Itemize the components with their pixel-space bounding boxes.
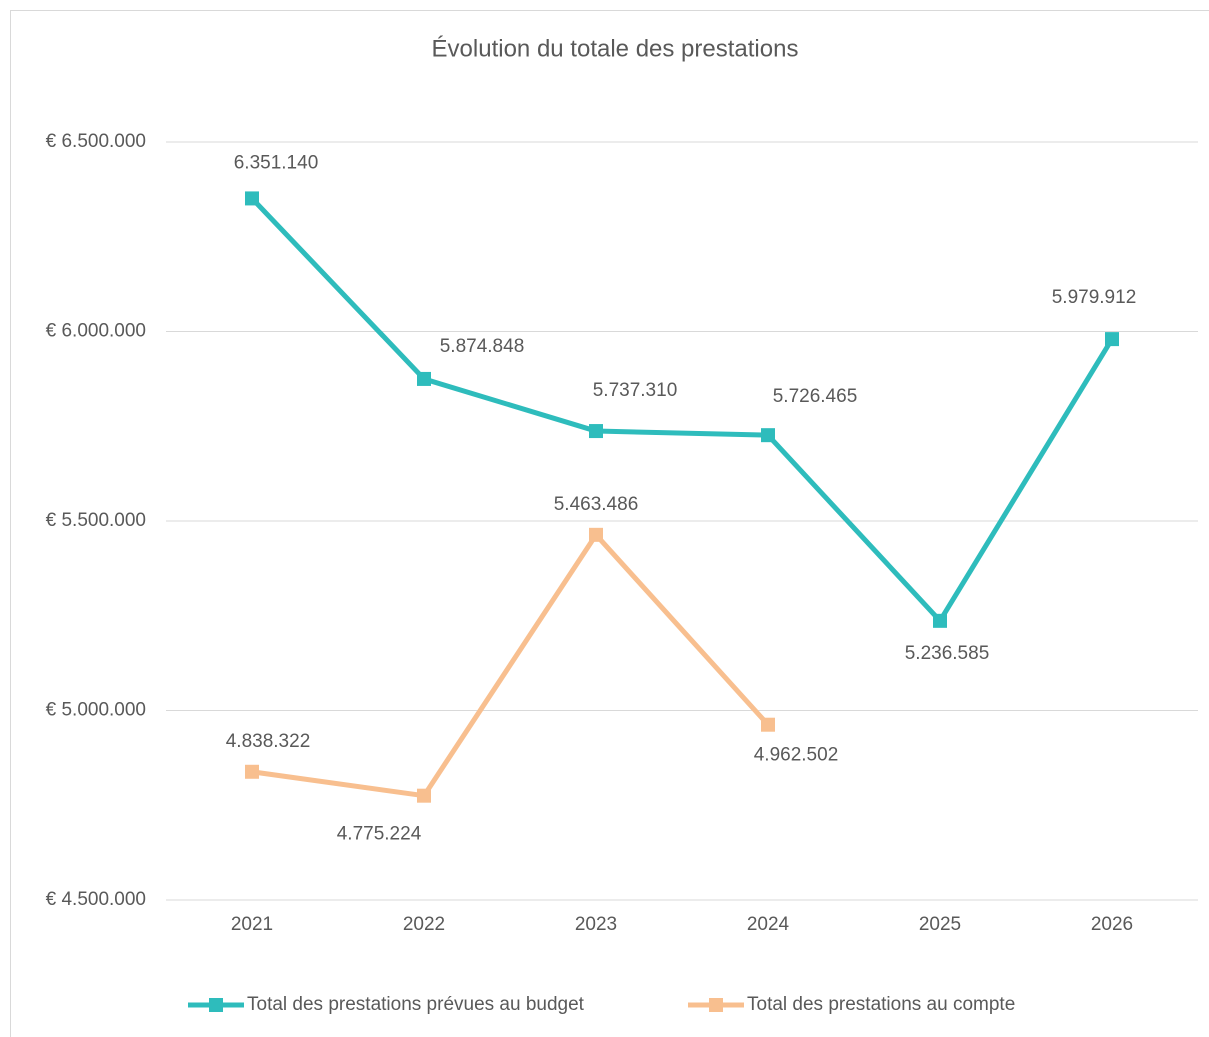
marker [417,371,431,386]
x-tick-label: 2025 [919,914,961,935]
marker [761,428,775,443]
series-line [251,532,770,799]
legend-marker [209,998,223,1012]
legend-label: Total des prestations prévues au budget [247,994,585,1015]
marker [589,424,603,439]
marker [417,788,431,803]
marker [245,764,259,779]
x-tick-label: 2021 [231,914,273,935]
data-label: 4.838.322 [226,731,311,752]
data-label: 5.726.465 [773,386,858,407]
data-label: 5.979.912 [1052,287,1137,308]
data-label: 5.236.585 [905,643,990,664]
legend-label: Total des prestations au compte [747,994,1015,1015]
marker [245,191,259,206]
y-tick-label: € 5.500.000 [46,510,146,531]
data-label: 4.775.224 [337,824,422,845]
data-label: 6.351.140 [234,152,319,173]
y-tick-label: € 4.500.000 [46,889,146,910]
marker [1105,332,1119,347]
x-tick-label: 2023 [575,914,617,935]
data-label: 4.962.502 [754,745,839,766]
marker [589,527,603,542]
chart-title: Évolution du totale des prestations [432,35,799,62]
y-tick-label: € 5.000.000 [46,700,146,721]
x-tick-label: 2022 [403,914,445,935]
chart-frame [10,10,1209,1037]
data-label: 5.737.310 [593,380,678,401]
data-label: 5.874.848 [440,336,525,357]
series-line [250,196,1115,624]
legend-marker [709,998,723,1012]
y-tick-label: € 6.000.000 [46,321,146,342]
marker [761,717,775,732]
marker [933,613,947,628]
data-label: 5.463.486 [554,494,639,515]
x-tick-label: 2024 [747,914,790,935]
x-tick-label: 2026 [1091,914,1133,935]
y-tick-label: € 6.500.000 [46,131,146,152]
